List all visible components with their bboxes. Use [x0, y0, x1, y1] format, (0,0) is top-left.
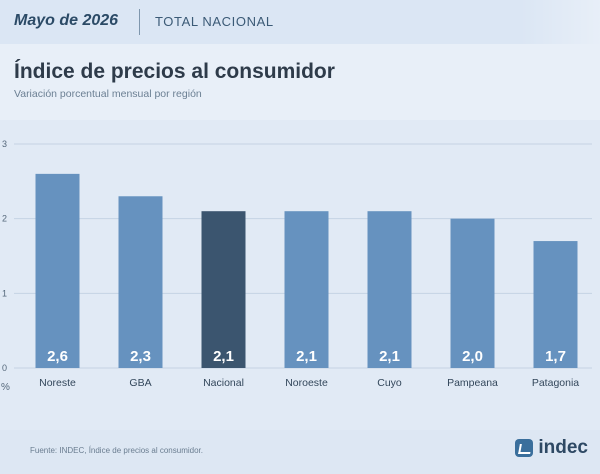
x-tick-label: Pampeana [447, 377, 498, 389]
bar-value-label: 2,1 [379, 348, 400, 365]
bar-value-label: 2,0 [462, 348, 483, 365]
x-tick-label: Nacional [203, 377, 244, 389]
header-band: Mayo de 2026 TOTAL NACIONAL [0, 0, 600, 44]
bar [450, 218, 495, 368]
x-tick-label: Noroeste [285, 377, 328, 389]
indec-logo-text: indec [538, 437, 588, 458]
bar [201, 211, 246, 368]
x-tick-label: Noreste [39, 377, 76, 389]
x-tick-label: GBA [129, 377, 151, 389]
footer-band [0, 430, 600, 474]
y-axis-label: % [1, 382, 10, 393]
chart-title: Índice de precios al consumidor [14, 60, 335, 83]
bar-value-label: 1,7 [545, 348, 566, 365]
scope-label: TOTAL NACIONAL [155, 14, 274, 29]
header-decoration [520, 0, 600, 44]
bar [367, 211, 412, 368]
y-tick-label: 2 [2, 214, 7, 224]
y-tick-label: 0 [2, 363, 7, 373]
period-label: Mayo de 2026 [14, 12, 119, 29]
bar-value-label: 2,1 [296, 348, 317, 365]
x-tick-label: Patagonia [532, 377, 579, 389]
indec-logo-icon [515, 439, 534, 457]
y-tick-label: 3 [2, 139, 7, 149]
bar [35, 173, 80, 368]
bar-value-label: 2,6 [47, 348, 68, 365]
bar [284, 211, 329, 368]
bar [533, 241, 578, 368]
bar-value-label: 2,1 [213, 348, 234, 365]
x-tick-label: Cuyo [377, 377, 402, 389]
bar [118, 196, 163, 368]
source-note: Fuente: INDEC, Índice de precios al cons… [30, 446, 203, 455]
chart-subtitle: Variación porcentual mensual por región [14, 88, 202, 100]
bar-value-label: 2,3 [130, 348, 151, 365]
header-divider [139, 9, 140, 35]
y-tick-label: 1 [2, 288, 7, 298]
indec-logo: indec [515, 436, 588, 460]
